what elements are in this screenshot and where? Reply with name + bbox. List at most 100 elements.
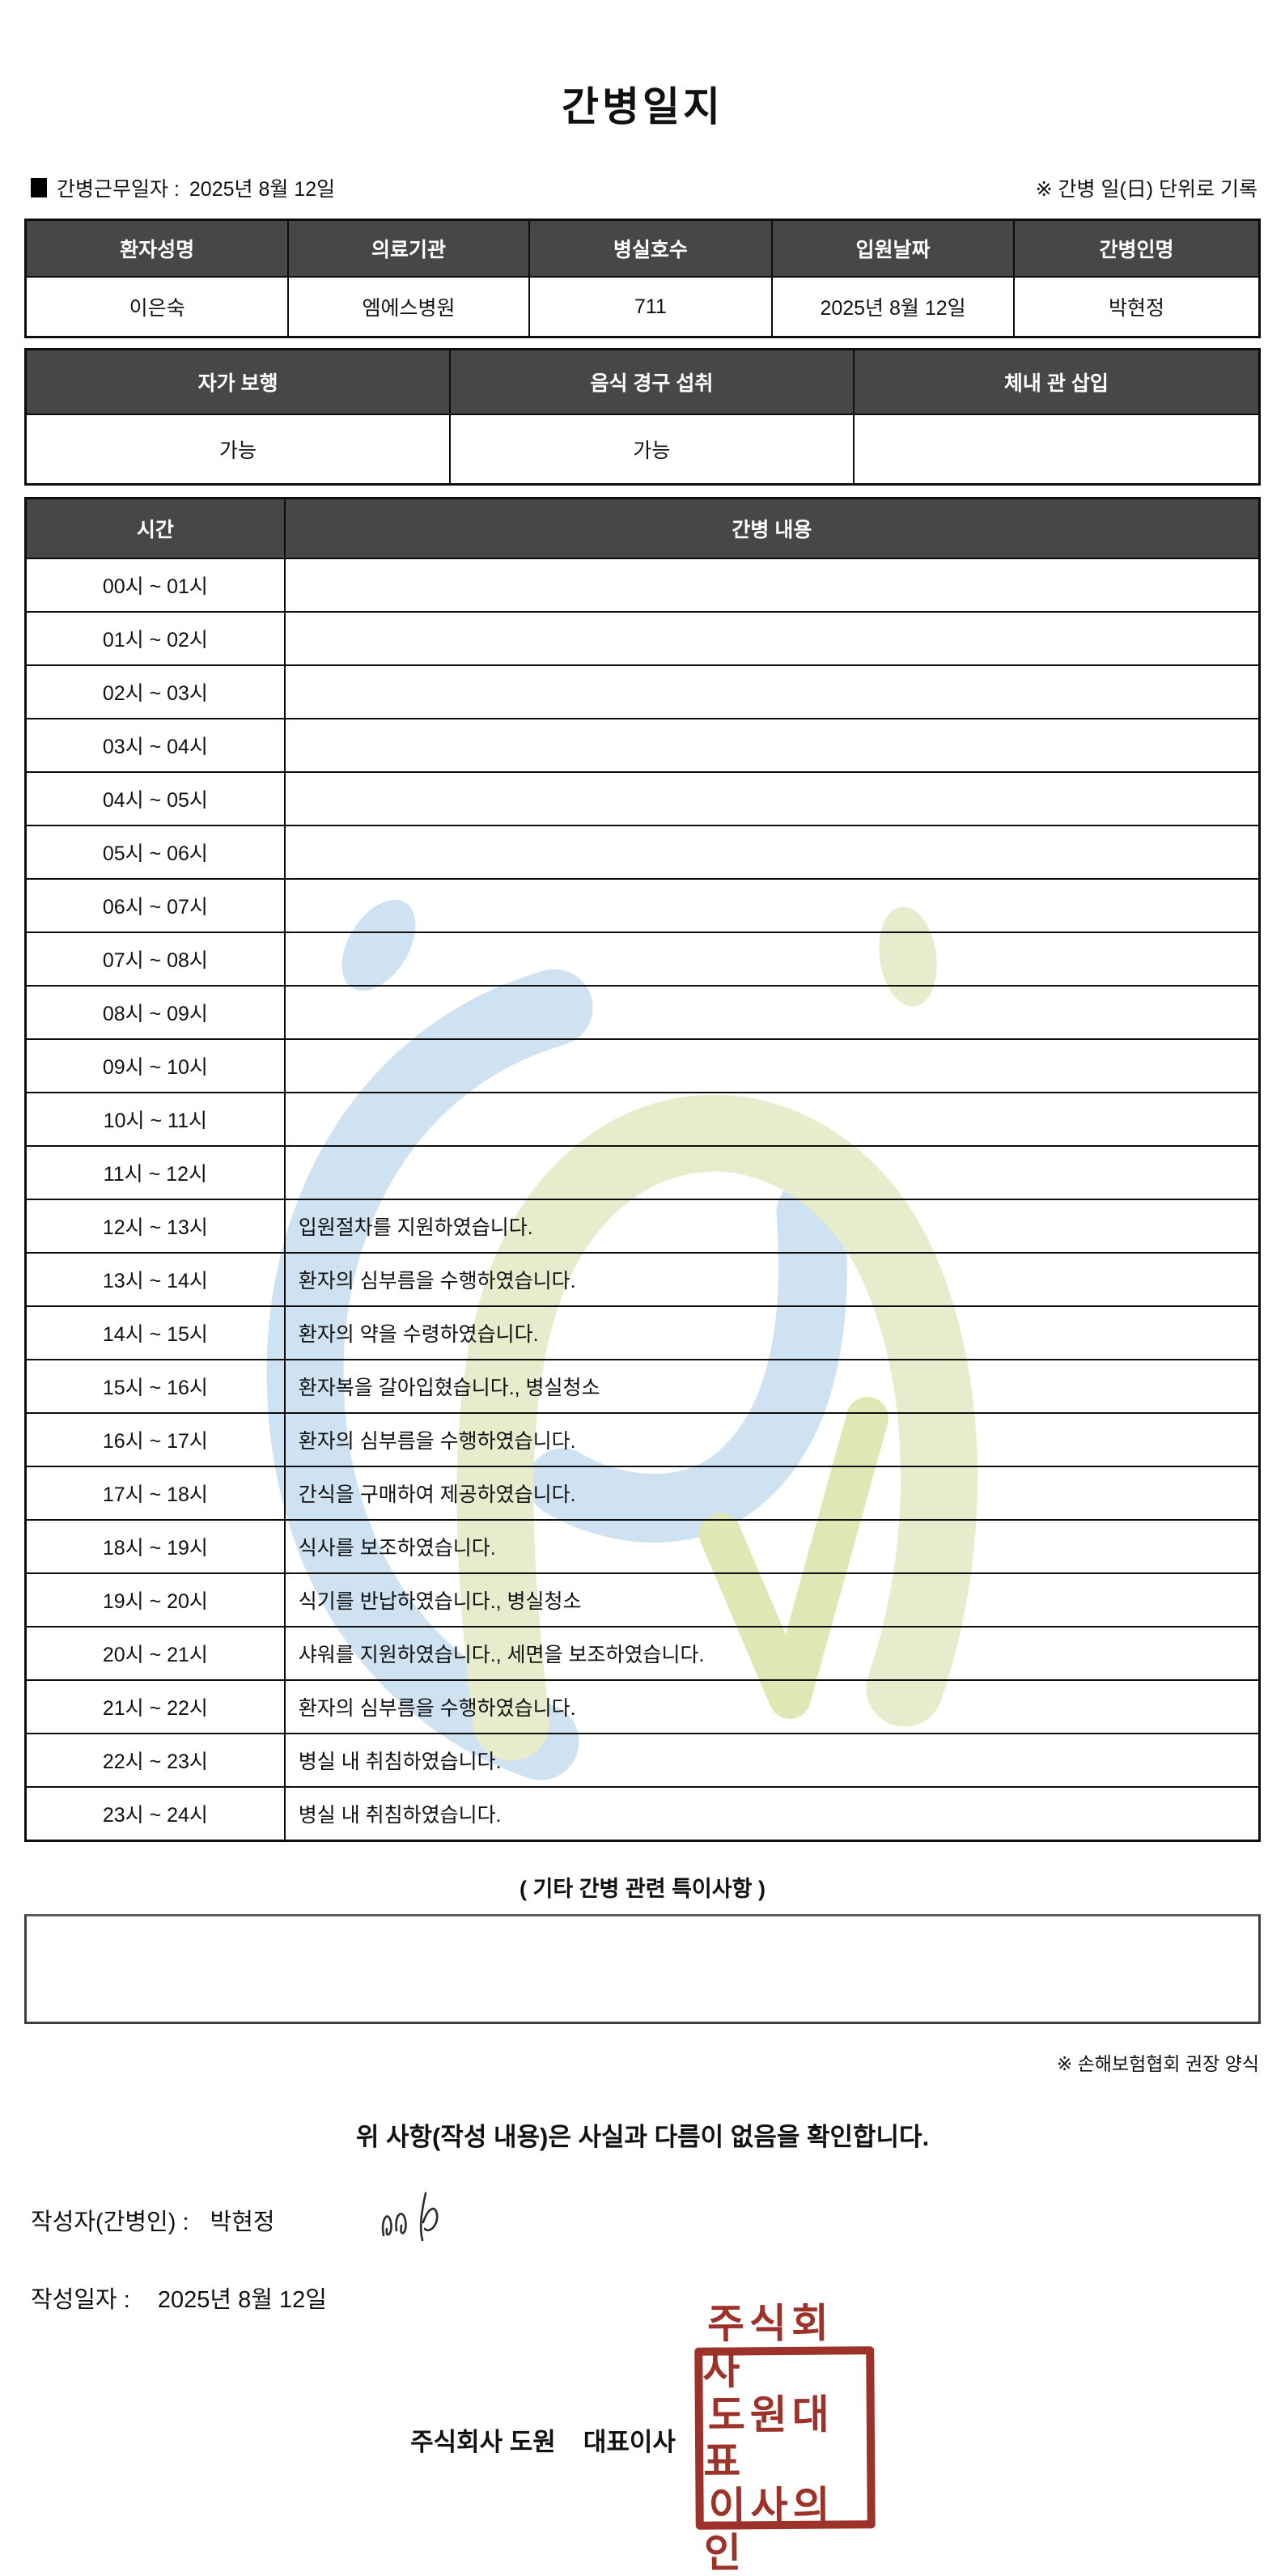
writer-label: 작성자(간병인) : [31, 2209, 189, 2235]
table-row: 18시 ~ 19시 식사를 보조하였습니다. [24, 1519, 1261, 1574]
patient-name-value: 이은숙 [24, 276, 290, 338]
oral-intake-value: 가능 [449, 414, 855, 486]
work-date-value: 2025년 8월 12일 [189, 178, 336, 201]
content-cell: 병실 내 취침하였습니다. [283, 1786, 1261, 1842]
time-cell: 13시 ~ 14시 [24, 1252, 286, 1307]
content-cell [283, 1145, 1261, 1200]
content-cell: 환자의 심부름을 수행하였습니다. [283, 1679, 1261, 1734]
time-cell: 14시 ~ 15시 [24, 1305, 286, 1360]
patient-info-header-row: 환자성명 의료기관 병실호수 입원날짜 간병인명 [24, 219, 1261, 278]
col-time: 시간 [24, 497, 286, 559]
tube-insertion-value [852, 414, 1261, 486]
self-walking-value: 가능 [24, 414, 452, 486]
table-row: 16시 ~ 17시 환자의 심부름을 수행하였습니다. [24, 1412, 1261, 1467]
col-patient-name: 환자성명 [24, 219, 290, 278]
room-number-value: 711 [528, 276, 774, 338]
time-cell: 15시 ~ 16시 [24, 1359, 286, 1414]
work-date: 간병근무일자 : 2025년 8월 12일 [24, 173, 335, 202]
special-notes-title: ( 기타 간병 관련 특이사항 ) [520, 1877, 765, 1901]
content-cell: 환자의 약을 수령하였습니다. [283, 1305, 1261, 1360]
content-cell [283, 1092, 1261, 1147]
table-row: 12시 ~ 13시 입원절차를 지원하였습니다. [24, 1199, 1261, 1254]
time-cell: 08시 ~ 09시 [24, 985, 286, 1040]
time-cell: 01시 ~ 02시 [24, 611, 286, 666]
content-cell: 샤워를 지원하였습니다., 세면을 보조하였습니다. [283, 1626, 1261, 1681]
time-cell: 00시 ~ 01시 [24, 558, 286, 613]
time-cell: 22시 ~ 23시 [24, 1733, 286, 1788]
medical-institution-value: 엠에스병원 [287, 276, 530, 338]
seal-line-1: 주식회사 [702, 2300, 834, 2393]
time-cell: 04시 ~ 05시 [24, 771, 286, 826]
writer-row: 작성자(간병인) : 박현정 [24, 2192, 1261, 2264]
special-notes-box [24, 1914, 1261, 2024]
content-cell [283, 985, 1261, 1040]
time-cell: 06시 ~ 07시 [24, 878, 286, 933]
table-row: 11시 ~ 12시 [24, 1145, 1261, 1200]
time-cell: 09시 ~ 10시 [24, 1038, 286, 1093]
content-cell [283, 878, 1261, 933]
table-row: 15시 ~ 16시 환자복을 갈아입혔습니다., 병실청소 [24, 1359, 1261, 1414]
time-cell: 20시 ~ 21시 [24, 1626, 286, 1681]
care-log-table: 시간 간병 내용 00시 ~ 01시 01시 ~ 02시 02시 ~ 03시 0… [24, 497, 1261, 1842]
patient-status-table: 자가 보행 음식 경구 섭취 체내 관 삽입 가능 가능 [24, 348, 1261, 486]
work-date-label: 간병근무일자 : [57, 178, 180, 201]
corporate-seal-stamp: 주식회사 도원대표 이사의인 [694, 2301, 876, 2575]
content-cell: 환자복을 갈아입혔습니다., 병실청소 [283, 1359, 1261, 1414]
unit-note: ※ 간병 일(日) 단위로 기록 [1035, 178, 1257, 201]
table-row: 02시 ~ 03시 [24, 664, 1261, 719]
content-cell [283, 825, 1261, 880]
col-care-content: 간병 내용 [283, 497, 1261, 559]
content-cell: 병실 내 취침하였습니다. [283, 1733, 1261, 1788]
table-row: 08시 ~ 09시 [24, 985, 1261, 1040]
time-cell: 07시 ~ 08시 [24, 932, 286, 987]
company-name: 주식회사 도원 [410, 2428, 556, 2456]
table-row: 23시 ~ 24시 병실 내 취침하였습니다. [24, 1786, 1261, 1842]
seal-line-3: 이사의인 [703, 2483, 835, 2576]
col-room-number: 병실호수 [528, 219, 774, 278]
table-row: 13시 ~ 14시 환자의 심부름을 수행하였습니다. [24, 1252, 1261, 1307]
col-caregiver-name: 간병인명 [1013, 219, 1261, 278]
content-cell: 환자의 심부름을 수행하였습니다. [283, 1252, 1261, 1307]
written-date-row: 작성일자 : 2025년 8월 12일 [24, 2281, 1261, 2315]
content-cell [283, 1038, 1261, 1093]
company-line: 주식회사 도원 대표이사 [410, 2347, 676, 2458]
table-row: 06시 ~ 07시 [24, 878, 1261, 933]
status-header-row: 자가 보행 음식 경구 섭취 체내 관 삽입 [24, 348, 1261, 415]
written-date-label: 작성일자 : [31, 2287, 130, 2313]
table-row: 04시 ~ 05시 [24, 771, 1261, 826]
patient-info-value-row: 이은숙 엠에스병원 711 2025년 8월 12일 박현정 [24, 276, 1261, 338]
table-row: 14시 ~ 15시 환자의 약을 수령하였습니다. [24, 1305, 1261, 1360]
time-cell: 17시 ~ 18시 [24, 1466, 286, 1521]
content-cell: 식사를 보조하였습니다. [283, 1519, 1261, 1574]
content-cell [283, 664, 1261, 719]
content-cell [283, 932, 1261, 987]
content-cell [283, 718, 1261, 773]
time-cell: 16시 ~ 17시 [24, 1412, 286, 1467]
seal-line-2: 도원대표 [702, 2391, 834, 2485]
time-cell: 12시 ~ 13시 [24, 1199, 286, 1254]
time-cell: 18시 ~ 19시 [24, 1519, 286, 1574]
table-row: 19시 ~ 20시 식기를 반납하였습니다., 병실청소 [24, 1572, 1261, 1628]
table-row: 09시 ~ 10시 [24, 1038, 1261, 1093]
content-cell [283, 611, 1261, 666]
time-cell: 05시 ~ 06시 [24, 825, 286, 880]
content-cell: 식기를 반납하였습니다., 병실청소 [283, 1572, 1261, 1628]
caregiver-name-value: 박현정 [1013, 276, 1261, 338]
dateline: 간병근무일자 : 2025년 8월 12일 ※ 간병 일(日) 단위로 기록 [24, 173, 1261, 202]
col-medical-institution: 의료기관 [287, 219, 530, 278]
square-bullet-icon [31, 178, 47, 197]
company-title: 대표이사 [583, 2428, 676, 2456]
care-log-header-row: 시간 간병 내용 [24, 497, 1261, 559]
status-value-row: 가능 가능 [24, 414, 1261, 486]
company-row: 주식회사 도원 대표이사 주식회사 도원대표 이사의인 [24, 2301, 1261, 2575]
col-oral-intake: 음식 경구 섭취 [449, 348, 855, 415]
content-cell: 간식을 구매하여 제공하였습니다. [283, 1466, 1261, 1521]
content-cell [283, 558, 1261, 613]
table-row: 05시 ~ 06시 [24, 825, 1261, 880]
signature-scribble [372, 2188, 453, 2264]
content-cell: 입원절차를 지원하였습니다. [283, 1199, 1261, 1254]
admission-date-value: 2025년 8월 12일 [771, 276, 1015, 338]
form-note: ※ 손해보험협회 권장 양식 [1056, 2053, 1259, 2074]
table-row: 21시 ~ 22시 환자의 심부름을 수행하였습니다. [24, 1679, 1261, 1734]
